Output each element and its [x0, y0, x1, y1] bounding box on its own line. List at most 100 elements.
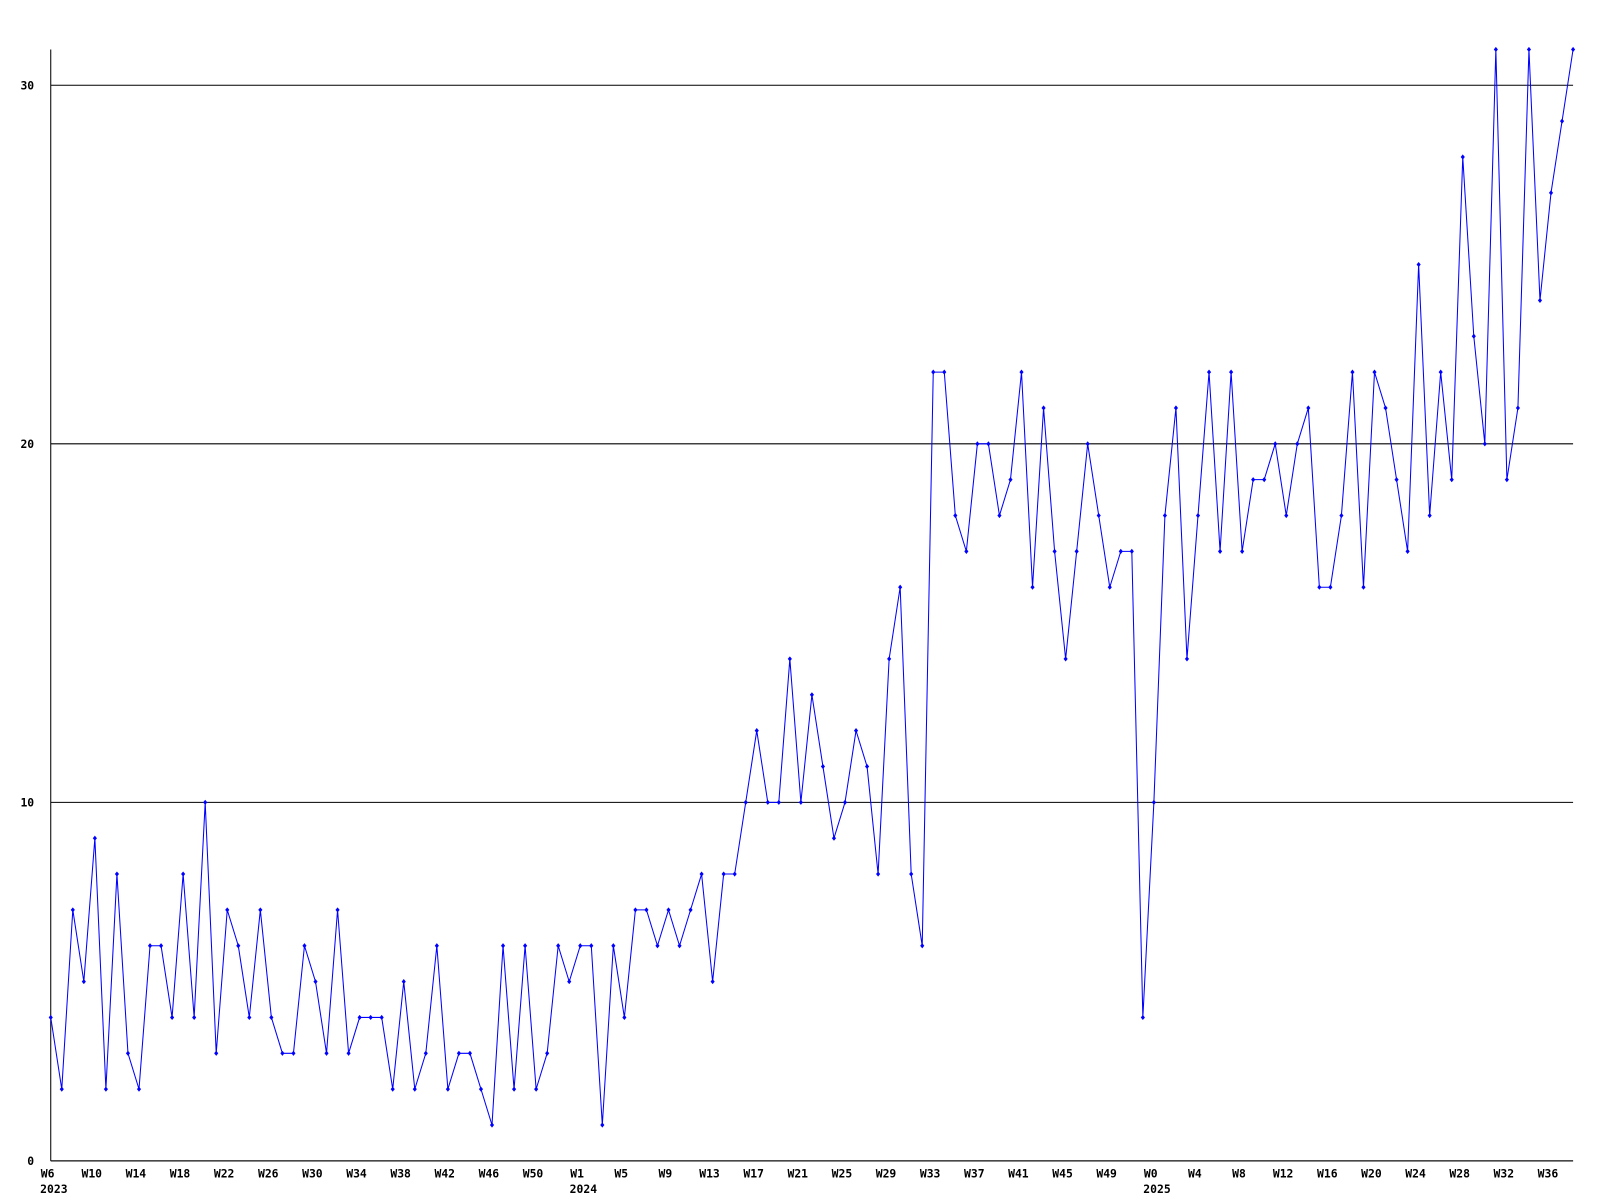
x-tick-label: W50: [523, 1166, 544, 1180]
x-tick-label: W22: [214, 1166, 235, 1180]
data-point: [489, 1122, 495, 1128]
data-point: [1317, 584, 1322, 590]
data-point: [368, 1014, 373, 1021]
data-point: [302, 943, 307, 949]
data-point: [633, 907, 638, 913]
data-point: [1206, 369, 1212, 375]
x-tick-label: W30: [302, 1166, 323, 1180]
data-point: [1118, 548, 1123, 554]
data-point: [1063, 656, 1068, 662]
x-tick-label: W18: [170, 1166, 191, 1180]
data-point: [1559, 118, 1565, 124]
data-point: [1571, 46, 1576, 53]
data-point: [390, 1086, 395, 1092]
data-point: [798, 799, 803, 805]
data-point: [170, 1014, 175, 1021]
data-point: [1361, 584, 1366, 590]
data-point: [765, 799, 770, 805]
data-point: [70, 907, 75, 913]
data-point: [1537, 297, 1543, 303]
data-point: [1151, 799, 1156, 805]
data-point: [556, 943, 561, 949]
data-point: [401, 979, 406, 985]
data-point: [732, 871, 737, 877]
data-point: [103, 1086, 108, 1092]
data-point: [59, 1086, 64, 1092]
data-point: [247, 1014, 252, 1021]
data-point: [291, 1050, 296, 1056]
data-point: [942, 369, 947, 375]
data-point: [842, 799, 848, 805]
x-tick-label: W25: [832, 1166, 853, 1180]
data-point: [324, 1050, 329, 1056]
data-point: [1383, 405, 1388, 411]
data-point: [1339, 512, 1344, 519]
x-tick-label: W6: [41, 1166, 55, 1180]
x-tick-label: W8: [1232, 1166, 1246, 1180]
data-point: [1526, 46, 1532, 53]
data-point: [412, 1086, 417, 1092]
y-tick-label: 10: [20, 795, 34, 809]
data-point: [269, 1014, 274, 1021]
data-point: [1140, 1014, 1145, 1021]
data-point: [181, 871, 186, 877]
data-point: [1284, 512, 1289, 519]
data-point: [92, 835, 97, 841]
data-point: [1471, 333, 1476, 339]
data-point: [1427, 512, 1432, 519]
data-point: [192, 1014, 197, 1021]
data-point: [1372, 369, 1377, 375]
y-tick-label: 20: [20, 437, 34, 451]
x-tick-label: W13: [699, 1166, 720, 1180]
data-point: [1405, 548, 1410, 554]
data-point: [445, 1086, 450, 1092]
data-point: [853, 728, 859, 734]
data-point: [688, 907, 693, 913]
data-point: [357, 1014, 362, 1021]
data-point: [710, 979, 715, 985]
data-point: [534, 1086, 539, 1092]
data-point: [1273, 441, 1278, 447]
data-point: [225, 907, 230, 913]
data-point: [203, 799, 208, 805]
data-point: [776, 799, 781, 805]
x-tick-label: W41: [1008, 1166, 1029, 1180]
data-point: [589, 943, 594, 949]
data-point: [1394, 477, 1399, 483]
data-point: [1019, 369, 1024, 375]
data-point: [523, 943, 528, 949]
data-point: [81, 979, 86, 985]
data-point: [1184, 656, 1190, 662]
data-point: [611, 943, 616, 949]
data-point: [147, 943, 153, 949]
data-point: [876, 871, 881, 877]
x-tick-label: W28: [1449, 1166, 1470, 1180]
data-point: [721, 871, 726, 877]
x-tick-label: W9: [659, 1166, 673, 1180]
data-point: [1515, 405, 1520, 411]
data-point: [236, 943, 241, 949]
x-tick-label: W49: [1096, 1166, 1117, 1180]
data-point: [820, 763, 826, 770]
data-point: [1041, 405, 1046, 411]
data-point: [578, 943, 583, 949]
x-tick-label: W12: [1273, 1166, 1294, 1180]
data-point: [511, 1086, 517, 1092]
data-point: [545, 1050, 550, 1056]
data-point: [1173, 405, 1179, 411]
x-tick-label: W24: [1405, 1166, 1426, 1180]
data-point: [125, 1050, 131, 1056]
data-point: [1449, 477, 1454, 483]
data-point: [644, 907, 649, 913]
x-tick-label: W4: [1188, 1166, 1202, 1180]
data-point: [136, 1086, 142, 1092]
data-point: [158, 943, 164, 949]
data-point: [1295, 441, 1300, 447]
data-point: [864, 763, 870, 770]
data-point: [1460, 154, 1465, 160]
data-point: [1074, 548, 1079, 554]
x-tick-label: W38: [390, 1166, 411, 1180]
data-point: [456, 1050, 461, 1056]
x-tick-label: W20: [1361, 1166, 1382, 1180]
